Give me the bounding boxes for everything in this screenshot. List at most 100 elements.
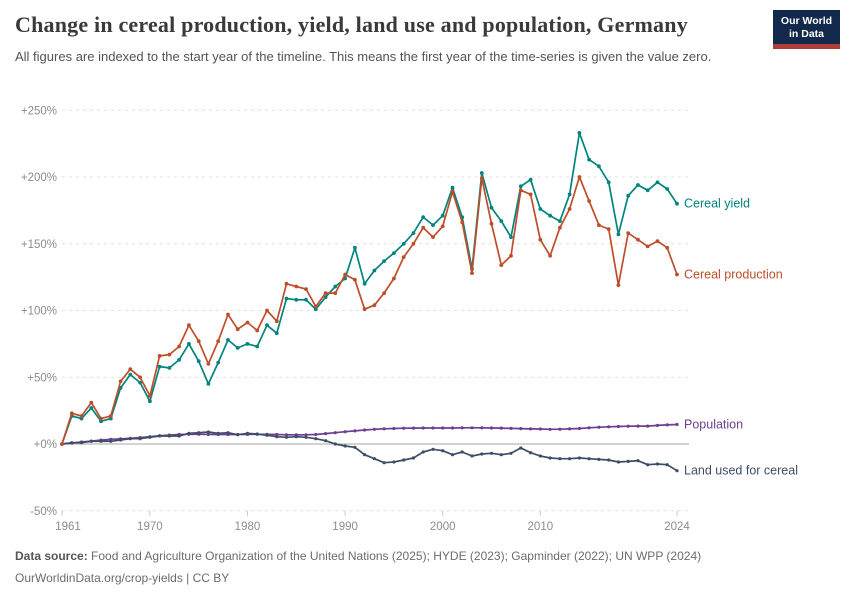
data-point-cereal-yield <box>148 399 152 404</box>
data-point-land-used-for-cereal <box>392 460 396 464</box>
data-point-cereal-yield <box>138 380 143 385</box>
data-point-cereal-yield <box>431 223 435 228</box>
data-point-cereal-production <box>518 188 523 193</box>
data-point-cereal-yield <box>128 372 133 377</box>
data-point-population <box>206 432 210 436</box>
data-point-cereal-production <box>226 312 230 317</box>
data-point-land-used-for-cereal <box>363 453 367 457</box>
data-point-cereal-production <box>108 414 113 418</box>
data-point-cereal-yield <box>333 284 338 289</box>
data-point-land-used-for-cereal <box>655 462 660 466</box>
data-point-population <box>382 427 386 431</box>
data-point-cereal-yield <box>421 215 426 220</box>
data-point-population <box>411 426 415 430</box>
data-point-land-used-for-cereal <box>568 457 572 461</box>
data-point-land-used-for-cereal <box>431 447 435 451</box>
data-point-cereal-yield <box>167 366 172 370</box>
data-point-cereal-yield <box>577 131 582 135</box>
data-point-land-used-for-cereal <box>197 431 201 435</box>
data-point-cereal-production <box>313 304 318 309</box>
y-tick-label: +200% <box>21 172 57 184</box>
data-point-cereal-production <box>567 207 572 211</box>
chart-subtitle: All figures are indexed to the start yea… <box>15 49 712 64</box>
series-line-cereal-yield[interactable] <box>61 132 678 445</box>
data-point-cereal-production <box>284 281 289 286</box>
series-line-population[interactable] <box>61 423 678 445</box>
data-point-land-used-for-cereal <box>626 459 630 463</box>
data-point-cereal-production <box>528 192 533 197</box>
data-point-cereal-production <box>665 245 670 250</box>
data-point-cereal-production <box>235 327 240 332</box>
data-point-cereal-production <box>558 225 562 230</box>
data-point-cereal-production <box>196 339 201 344</box>
data-point-population <box>284 433 289 437</box>
data-point-land-used-for-cereal <box>558 457 562 461</box>
data-point-cereal-production <box>148 394 152 398</box>
data-point-land-used-for-cereal <box>324 439 328 443</box>
x-tick-label-1970: 1970 <box>137 521 163 533</box>
data-point-cereal-production <box>206 362 211 366</box>
data-point-cereal-production <box>245 320 250 325</box>
data-point-cereal-yield <box>353 245 357 250</box>
data-point-land-used-for-cereal <box>460 450 464 454</box>
data-point-cereal-production <box>216 339 221 344</box>
data-point-land-used-for-cereal <box>372 457 376 461</box>
data-point-population <box>480 426 484 430</box>
y-tick-label: +50% <box>27 372 57 384</box>
data-point-land-used-for-cereal <box>187 431 191 435</box>
data-point-population <box>607 425 611 429</box>
data-point-land-used-for-cereal <box>177 434 181 438</box>
data-point-land-used-for-cereal <box>665 463 669 467</box>
data-point-cereal-production <box>655 239 660 244</box>
data-point-population <box>558 427 562 431</box>
data-point-cereal-production <box>187 323 191 328</box>
series-end-label-population[interactable]: Population <box>684 418 743 432</box>
data-point-land-used-for-cereal <box>236 433 240 437</box>
data-point-cereal-production <box>597 223 601 228</box>
data-point-land-used-for-cereal <box>343 444 347 448</box>
data-point-cereal-yield <box>284 296 289 301</box>
data-point-population <box>675 422 679 427</box>
data-point-population <box>568 427 572 431</box>
data-point-population <box>402 426 406 430</box>
series-end-label-cereal-production[interactable]: Cereal production <box>684 267 783 281</box>
data-point-population <box>587 426 591 430</box>
series-end-label-cereal-yield[interactable]: Cereal yield <box>684 197 750 211</box>
data-point-cereal-yield <box>665 187 670 191</box>
data-point-population <box>646 424 650 428</box>
data-point-cereal-yield <box>108 416 113 421</box>
series-line-cereal-production[interactable] <box>61 176 678 445</box>
chart-footer: Data source: Food and Agriculture Organi… <box>15 546 835 589</box>
x-tick-label-2024: 2024 <box>664 521 690 533</box>
data-point-cereal-yield <box>274 331 279 336</box>
data-point-land-used-for-cereal <box>636 459 640 463</box>
data-point-cereal-yield <box>216 360 221 365</box>
data-point-cereal-yield <box>255 344 260 349</box>
license-line: OurWorldinData.org/crop-yields | CC BY <box>15 570 230 585</box>
data-point-cereal-production <box>538 237 543 242</box>
data-point-cereal-yield <box>440 213 445 218</box>
data-point-cereal-production <box>177 344 182 349</box>
data-point-population <box>314 432 318 437</box>
page-title: Change in cereal production, yield, land… <box>15 12 688 37</box>
data-point-cereal-production <box>79 414 84 418</box>
data-point-cereal-production <box>304 287 308 291</box>
series-line-land-used-for-cereal[interactable] <box>61 431 678 472</box>
data-point-land-used-for-cereal <box>450 453 455 457</box>
data-source-line: Data source: Food and Agriculture Organi… <box>15 546 835 568</box>
data-point-cereal-yield <box>196 359 201 364</box>
data-point-cereal-production <box>606 227 611 232</box>
data-point-cereal-yield <box>157 364 162 369</box>
data-point-cereal-production <box>274 319 279 324</box>
data-point-cereal-yield <box>382 259 386 263</box>
data-point-land-used-for-cereal <box>206 430 210 434</box>
series-end-label-land-used-for-cereal[interactable]: Land used for cereal <box>684 464 798 478</box>
data-point-cereal-production <box>421 225 426 230</box>
data-point-cereal-yield <box>518 184 523 189</box>
y-tick-label: -50% <box>30 506 57 518</box>
data-point-population <box>538 427 542 431</box>
data-point-cereal-production <box>411 241 416 246</box>
data-point-cereal-production <box>362 307 367 312</box>
data-point-population <box>275 432 279 437</box>
